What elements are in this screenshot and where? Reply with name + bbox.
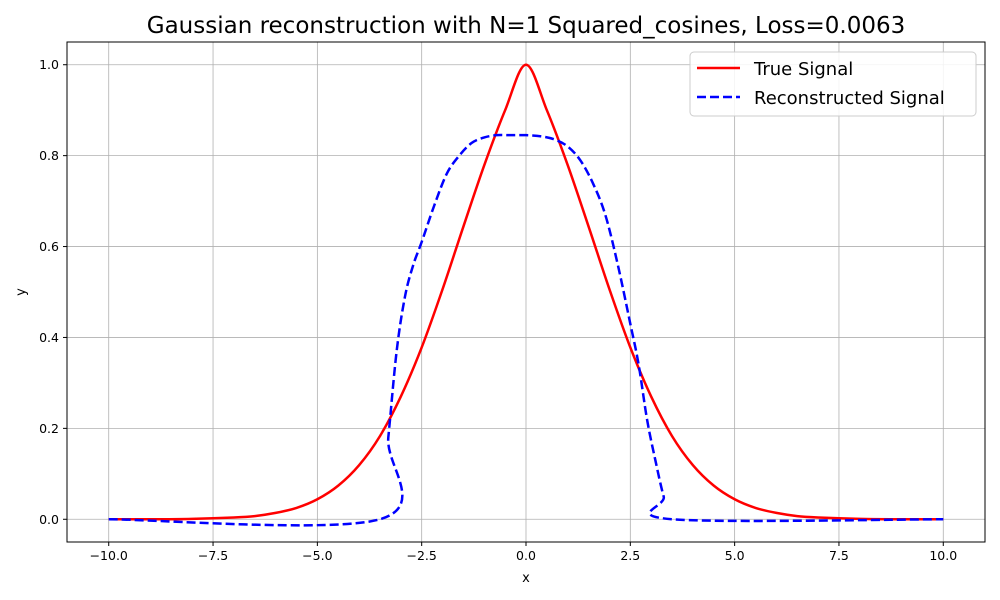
x-tick-label: −2.5 bbox=[407, 548, 437, 563]
legend-label-true-signal: True Signal bbox=[753, 59, 853, 80]
legend: True Signal Reconstructed Signal bbox=[689, 51, 977, 117]
legend-label-reconstructed-signal: Reconstructed Signal bbox=[754, 88, 945, 109]
series-layer bbox=[108, 63, 944, 527]
y-tick-label: 0.6 bbox=[39, 239, 59, 254]
y-tick-label: 0.4 bbox=[39, 330, 59, 345]
x-tick-label: −10.0 bbox=[90, 548, 128, 563]
x-tick-label: 5.0 bbox=[725, 548, 745, 563]
x-tick-label: −5.0 bbox=[302, 548, 332, 563]
y-axis-label: y bbox=[14, 288, 29, 296]
x-tick-label: 2.5 bbox=[620, 548, 640, 563]
series-line-true-signal bbox=[108, 63, 944, 521]
x-tick-label: 7.5 bbox=[829, 548, 849, 563]
x-tick-label: 10.0 bbox=[929, 548, 957, 563]
x-tick-label: −7.5 bbox=[198, 548, 228, 563]
y-tick-label: 0.8 bbox=[39, 148, 59, 163]
x-axis-label: x bbox=[522, 571, 530, 586]
series-line-reconstructed-signal bbox=[108, 133, 944, 527]
y-tick-label: 1.0 bbox=[39, 57, 59, 72]
y-tick-label: 0.2 bbox=[39, 421, 59, 436]
legend-box bbox=[689, 51, 977, 117]
chart-title: Gaussian reconstruction with N=1 Squared… bbox=[147, 13, 906, 39]
y-tick-label: 0.0 bbox=[39, 512, 59, 527]
x-tick-label: 0.0 bbox=[516, 548, 536, 563]
ticks: −10.0 −7.5 −5.0 −2.5 0.0 2.5 5.0 7.5 10.0 0.0 0.2 0… bbox=[39, 57, 957, 563]
